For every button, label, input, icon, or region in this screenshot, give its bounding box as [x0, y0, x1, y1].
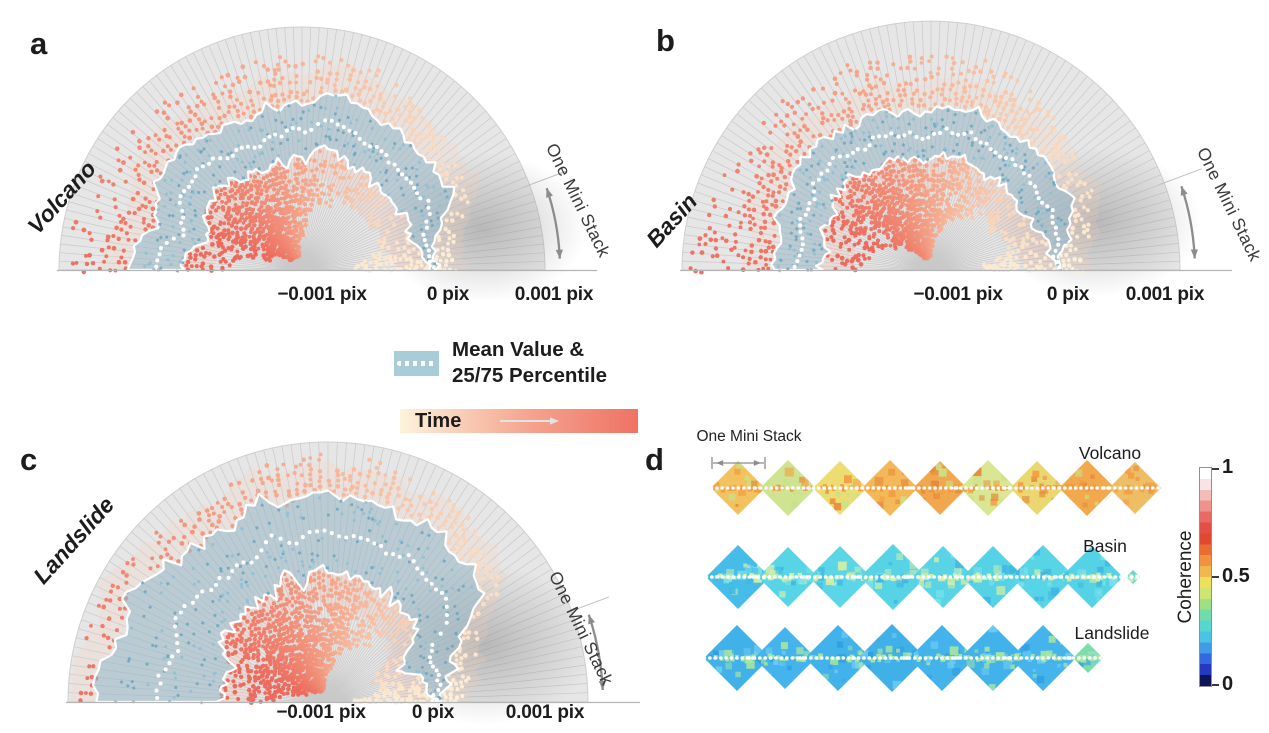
- sample-dots: [70, 54, 470, 275]
- panel-letter-b: b: [656, 23, 675, 58]
- mini-stack-label-a: One Mini Stack: [542, 140, 615, 261]
- mini-stack-diamond: [1066, 643, 1110, 673]
- colorbar-tick-1: [1212, 468, 1219, 470]
- panel-letter-a: a: [30, 26, 48, 61]
- fan-background: [67, 441, 595, 725]
- mini-stack-diamond: [806, 461, 874, 515]
- fan-title-basin: Basin: [641, 188, 703, 253]
- coherence-diamond-rows: [700, 457, 1168, 692]
- colorbar-tick-0: [1212, 684, 1219, 686]
- mini-stack-diamond: [802, 546, 878, 608]
- mini-stack-diamond: [1102, 462, 1168, 514]
- colorbar-title: Coherence: [1175, 530, 1196, 624]
- mean-dotted-arc: [792, 126, 1062, 270]
- coherence-colorbar: [1199, 467, 1212, 687]
- axis-tick-c-neg: −0.001 pix: [276, 702, 366, 723]
- mini-stack-diamond: [1003, 461, 1071, 515]
- legend-time-label: Time: [415, 410, 462, 432]
- mini-stack-diamond: [747, 627, 823, 689]
- mini-stack-diamond: [853, 544, 933, 610]
- row-label-volcano: Volcano: [1078, 443, 1142, 463]
- mini-stack-diamond: [953, 460, 1023, 516]
- scatter-washes: [97, 63, 481, 270]
- axis-tick-b-zero: 0 pix: [1046, 284, 1090, 305]
- scatter-washes: [741, 76, 1102, 271]
- legend-percentile-text: Mean Value & 25/75 Percentile: [452, 337, 607, 389]
- mini-stack-diamond: [953, 625, 1033, 691]
- legend-mean-dotted-line: [397, 361, 436, 366]
- fan-background: [58, 26, 587, 300]
- colorbar-tick-05: [1212, 576, 1219, 578]
- panel-letter-c: c: [20, 442, 38, 477]
- mini-stack-diamond: [1052, 460, 1122, 516]
- mini-stack-diamond: [700, 545, 777, 609]
- mean-dotted-arc: [154, 528, 449, 702]
- mini-stack-diamond: [1119, 570, 1147, 584]
- fan-title-volcano: Volcano: [22, 155, 101, 239]
- mini-stack-diamond: [753, 460, 823, 516]
- axis-tick-b-pos: 0.001 pix: [1125, 284, 1205, 305]
- axis-tick-a-neg: −0.001 pix: [277, 284, 367, 305]
- colorbar-label-top: 1: [1222, 456, 1234, 478]
- diamond-row-0: [704, 460, 1168, 516]
- mini-stack-diamond: [955, 546, 1031, 608]
- legend-percentile-line1: Mean Value &: [452, 338, 585, 361]
- mini-stack-annotation: [66, 596, 640, 704]
- axis-tick-a-zero: 0 pix: [426, 284, 470, 305]
- mini-stack-diamond: [855, 460, 925, 516]
- axis-tick-c-pos: 0.001 pix: [505, 702, 585, 723]
- mean-dotted-arc: [154, 118, 436, 270]
- scatter-washes: [71, 460, 510, 702]
- mini-stack-annotation: [680, 168, 1232, 272]
- mini-stack-diamond: [700, 625, 777, 691]
- percentile-band: [770, 105, 1076, 273]
- mini-stack-diamond: [906, 461, 974, 515]
- legend-percentile-swatch: [394, 351, 439, 376]
- sample-dots: [78, 452, 500, 706]
- percentile-band: [91, 489, 486, 705]
- legend-percentile-line2: 25/75 Percentile: [452, 364, 607, 388]
- percentile-band: [126, 92, 456, 273]
- mini-stack-diamond: [751, 547, 825, 607]
- mini-stack-label-b: One Mini Stack: [1193, 144, 1266, 265]
- sample-dots: [688, 54, 1094, 275]
- row-label-basin: Basin: [1083, 536, 1127, 556]
- mini-stack-diamond: [704, 461, 772, 515]
- fan-plot-basin: [680, 20, 1232, 297]
- mini-stack-label-c: One Mini Stack: [545, 568, 618, 689]
- axis-tick-a-pos: 0.001 pix: [514, 284, 594, 305]
- mini-stack-diamond: [905, 546, 981, 608]
- panel-letter-d: d: [645, 442, 664, 477]
- row-label-landslide: Landslide: [1074, 623, 1150, 643]
- axis-tick-c-zero: 0 pix: [411, 702, 455, 723]
- mini-stack-diamond: [798, 625, 878, 691]
- fan-title-landslide: Landslide: [28, 491, 120, 589]
- mini-stack-annotation: [57, 170, 597, 272]
- mini-stack-width-arrow: [711, 457, 766, 469]
- colorbar-label-middle: 0.5: [1222, 565, 1250, 587]
- mini-stack-label-d: One Mini Stack: [696, 428, 802, 445]
- axis-tick-b-neg: −0.001 pix: [913, 284, 1003, 305]
- colorbar-label-bottom: 0: [1222, 673, 1234, 695]
- mini-stack-diamond: [851, 624, 933, 692]
- mini-stack-diamond: [902, 625, 982, 691]
- fan-background: [681, 20, 1201, 297]
